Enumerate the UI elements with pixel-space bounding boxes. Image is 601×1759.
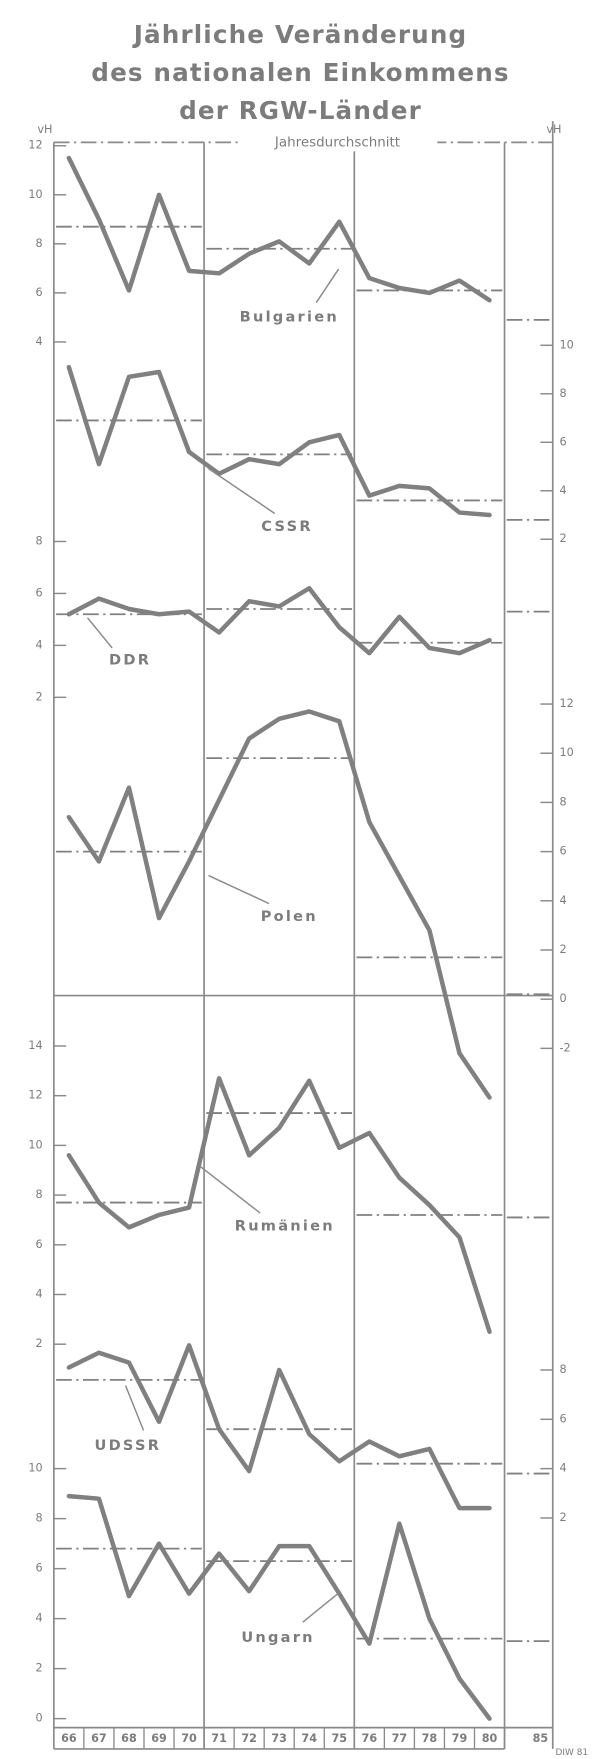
series-label: Ungarn (241, 1629, 314, 1646)
x-tick-label: 67 (91, 1732, 107, 1745)
y-tick-label: 2 (36, 1337, 43, 1350)
y-tick-label: 2 (559, 1511, 566, 1524)
series-label: DDR (109, 651, 151, 668)
series-line (66, 1076, 492, 1334)
y-tick-label: 8 (559, 387, 566, 400)
x-tick-label: 68 (121, 1732, 137, 1745)
chart-title: Jährliche Veränderung (132, 20, 468, 49)
y-tick-label: 6 (559, 435, 566, 448)
y-tick-label: 10 (28, 188, 42, 201)
y-tick-label: 6 (36, 1562, 43, 1575)
x-tick-label: 71 (211, 1732, 227, 1745)
series-label: Bulgarien (240, 308, 339, 325)
y-tick-label: 8 (559, 1363, 566, 1376)
leader-line (124, 1385, 145, 1431)
series-label: CSSR (261, 518, 312, 535)
y-tick-label: 6 (36, 1238, 43, 1251)
chart-title: des nationalen Einkommens (91, 58, 509, 87)
x-tick-label: 73 (271, 1732, 287, 1745)
y-unit: vH (37, 123, 52, 136)
y-tick-label: 4 (559, 894, 566, 907)
y-tick-label: 4 (559, 1462, 566, 1475)
y-tick-label: -2 (559, 1041, 570, 1054)
x-tick-label: 74 (301, 1732, 317, 1745)
y-tick-label: 4 (36, 1612, 43, 1625)
average-label: Jahresdurchschnitt (274, 135, 400, 150)
leader-line (199, 1165, 261, 1214)
y-tick-label: 14 (28, 1039, 42, 1052)
series-label: Rumänien (235, 1217, 335, 1234)
series-line (66, 709, 492, 1100)
y2-unit: vH (546, 123, 561, 136)
x-tick-label: 80 (482, 1732, 498, 1745)
series-line (66, 155, 492, 303)
y-tick-label: 10 (559, 338, 573, 351)
y-tick-label: 2 (36, 690, 43, 703)
series-line (66, 364, 492, 518)
source: DIW 81 (555, 1748, 588, 1758)
y-tick-label: 8 (559, 795, 566, 808)
leader-line (302, 1592, 340, 1623)
y-tick-label: 12 (559, 697, 573, 710)
y-tick-label: 10 (28, 1138, 42, 1151)
series-label: Polen (261, 908, 318, 925)
x-tick-label: 72 (241, 1732, 257, 1745)
y-tick-label: 4 (559, 484, 566, 497)
x-tick-label: 66 (61, 1732, 77, 1745)
y-tick-label: 10 (28, 1462, 42, 1475)
y-tick-label: 0 (36, 1712, 43, 1725)
x-tick-label: 75 (331, 1732, 347, 1745)
y-tick-label: 8 (36, 1512, 43, 1525)
leader-line (86, 617, 113, 649)
y-tick-label: 8 (36, 1188, 43, 1201)
y-tick-label: 8 (36, 237, 43, 250)
leader-line (315, 268, 340, 304)
label-bg (237, 133, 438, 152)
y-tick-label: 4 (36, 638, 43, 651)
y-tick-label: 6 (36, 586, 43, 599)
y-tick-label: 6 (559, 845, 566, 858)
frame (53, 121, 554, 1750)
y-tick-label: 8 (36, 534, 43, 547)
x-tick-label: 85 (533, 1732, 549, 1745)
y-tick-label: 6 (36, 286, 43, 299)
y-tick-label: 0 (559, 992, 566, 1005)
chart-title: der RGW-Länder (179, 96, 422, 125)
y-tick-label: 12 (28, 139, 42, 152)
series-label: UDSSR (95, 1437, 162, 1454)
x-tick-label: 79 (452, 1732, 468, 1745)
series-line (66, 1493, 492, 1721)
series-line (66, 1343, 492, 1511)
y-tick-label: 4 (36, 1287, 43, 1300)
x-tick-label: 69 (151, 1732, 167, 1745)
y-tick-label: 12 (28, 1089, 42, 1102)
series-line (66, 585, 492, 656)
y-tick-label: 10 (559, 746, 573, 759)
y-tick-label: 6 (559, 1412, 566, 1425)
y-tick-label: 4 (36, 335, 43, 348)
x-tick-label: 78 (422, 1732, 438, 1745)
x-tick-label: 76 (362, 1732, 378, 1745)
y-tick-label: 2 (559, 532, 566, 545)
x-tick-label: 70 (181, 1732, 197, 1745)
leader-line (208, 468, 276, 515)
leader-line (208, 874, 270, 905)
y-tick-label: 2 (36, 1662, 43, 1675)
x-tick-label: 77 (392, 1732, 408, 1745)
y-tick-label: 2 (559, 943, 566, 956)
